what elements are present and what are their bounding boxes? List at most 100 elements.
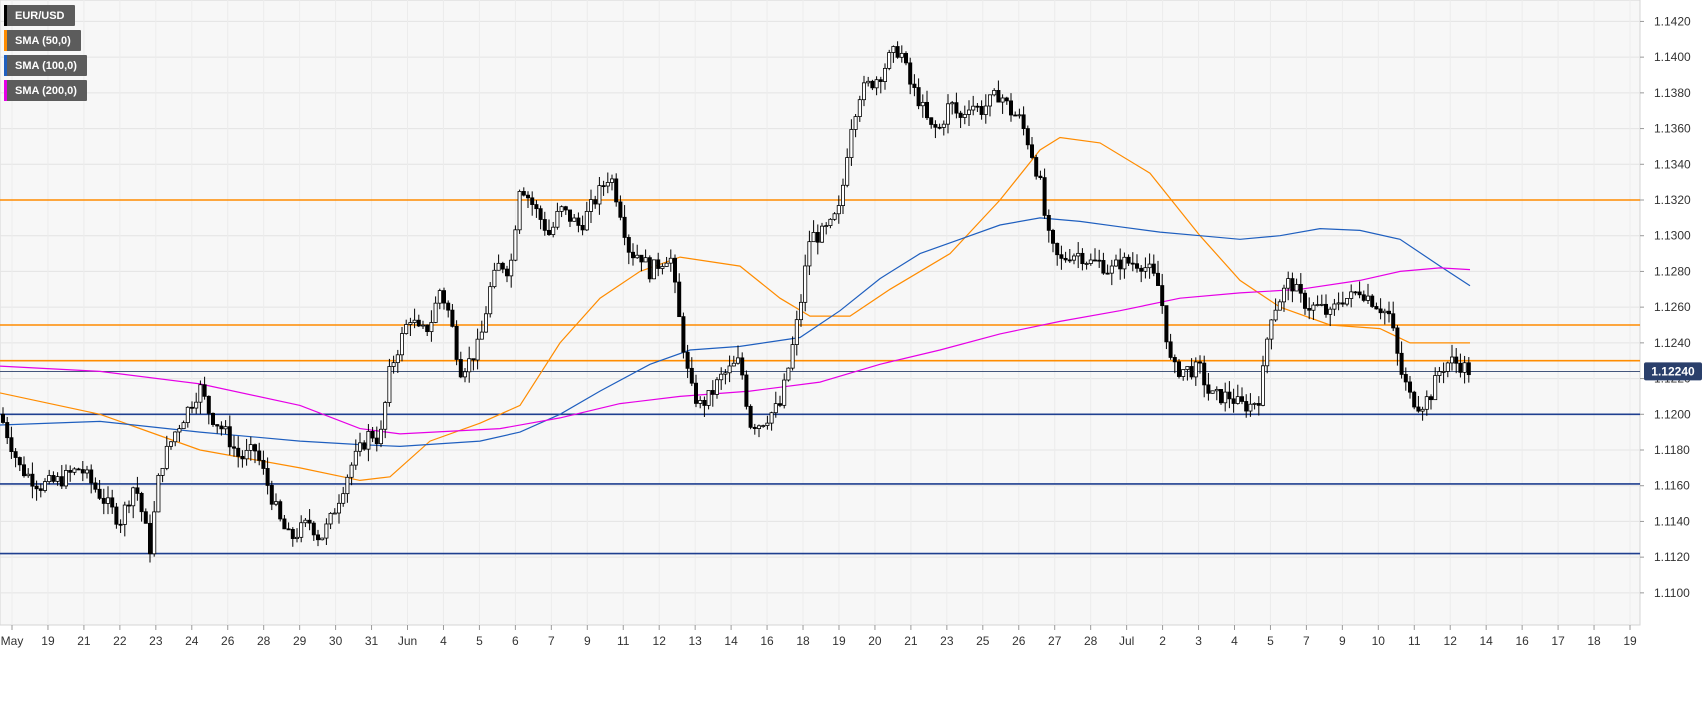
candle-body — [1147, 263, 1152, 269]
candle-body — [635, 254, 640, 259]
candle-body — [1177, 361, 1182, 377]
x-tick-label: 23 — [149, 634, 163, 648]
legend: EUR/USD SMA (50,0) SMA (100,0) SMA (200,… — [4, 5, 87, 105]
candle-body — [1458, 362, 1463, 373]
x-tick-label: 25 — [976, 634, 990, 648]
candle-body — [1387, 310, 1392, 315]
candle-body — [530, 197, 535, 205]
candle-body — [782, 379, 787, 406]
candle-body — [1088, 259, 1093, 264]
y-tick-label: 1.1420 — [1654, 14, 1691, 28]
candle-body — [820, 225, 825, 243]
candle-body — [929, 117, 934, 125]
y-tick-label: 1.1180 — [1654, 443, 1690, 457]
x-tick-label: 22 — [113, 634, 127, 648]
candle-body — [589, 199, 594, 212]
candle-body — [597, 185, 602, 205]
candle-body — [68, 470, 73, 473]
candle-body — [807, 241, 812, 267]
candle-body — [462, 371, 467, 378]
candle-body — [1059, 254, 1064, 259]
x-tick-label: 19 — [41, 634, 55, 648]
candle-body — [1240, 396, 1245, 402]
candle-body — [706, 390, 711, 406]
x-tick-label: 26 — [221, 634, 235, 648]
candle-body — [685, 351, 690, 369]
candle-body — [1097, 259, 1102, 262]
candle-body — [1143, 267, 1148, 272]
candle-body — [1076, 252, 1081, 257]
candle-body — [1164, 305, 1169, 343]
legend-item-sma-50[interactable]: SMA (50,0) — [4, 30, 81, 51]
candle-body — [1206, 384, 1211, 394]
candle-body — [294, 536, 299, 539]
candle-body — [1454, 356, 1459, 364]
candle-body — [673, 257, 678, 283]
candle-body — [488, 286, 493, 315]
candle-body — [559, 206, 564, 212]
candle-body — [257, 450, 262, 461]
candle-body — [504, 268, 509, 277]
legend-item-eurusd[interactable]: EUR/USD — [4, 5, 75, 26]
candle-body — [336, 502, 341, 514]
candle-body — [479, 331, 484, 340]
candle-body — [1214, 389, 1219, 392]
candle-body — [1105, 272, 1110, 275]
candle-body — [47, 475, 52, 483]
candle-body — [1399, 352, 1404, 375]
candle-body — [803, 265, 808, 303]
x-tick-label: 5 — [1267, 634, 1274, 648]
candle-body — [362, 442, 367, 450]
candle-body — [1370, 295, 1375, 307]
candle-body — [857, 99, 862, 117]
candle-body — [303, 519, 308, 524]
candle-body — [1004, 97, 1009, 102]
candle-body — [248, 444, 253, 451]
candle-body — [799, 301, 804, 321]
legend-item-sma-200[interactable]: SMA (200,0) — [4, 80, 87, 101]
candle-body — [59, 476, 64, 487]
candle-body — [647, 257, 652, 280]
x-tick-label: May — [1, 634, 24, 648]
candle-body — [811, 232, 816, 243]
candle-body — [1340, 302, 1345, 305]
candle-body — [1034, 157, 1039, 177]
y-tick-label: 1.1280 — [1654, 264, 1691, 278]
candle-body — [38, 488, 43, 491]
candle-body — [542, 219, 547, 231]
candle-body — [920, 101, 925, 107]
candle-body — [521, 191, 526, 196]
candle-body — [996, 90, 1001, 103]
x-tick-label: 13 — [688, 634, 702, 648]
candle-body — [315, 534, 320, 541]
candle-body — [147, 522, 152, 555]
legend-label: SMA (200,0) — [15, 84, 77, 97]
candle-body — [668, 257, 673, 264]
candle-body — [1290, 278, 1295, 292]
candle-body — [273, 501, 278, 505]
candle-body — [1021, 114, 1026, 129]
candle-body — [1101, 260, 1106, 274]
candle-body — [1303, 292, 1308, 309]
candle-body — [1051, 229, 1056, 244]
candle-body — [601, 185, 606, 188]
candle-body — [5, 422, 10, 439]
candle-body — [404, 324, 409, 334]
candle-body — [547, 229, 552, 235]
candle-body — [399, 333, 404, 356]
candle-body — [492, 269, 497, 288]
candle-body — [761, 425, 766, 427]
legend-item-sma-100[interactable]: SMA (100,0) — [4, 55, 87, 76]
candle-body — [568, 209, 573, 222]
candle-body — [223, 426, 228, 430]
candle-body — [1189, 366, 1194, 378]
candle-body — [832, 213, 837, 220]
candle-body — [265, 468, 270, 486]
candle-body — [1172, 357, 1177, 363]
candle-body — [652, 259, 657, 280]
candle-body — [971, 105, 976, 111]
candle-body — [1441, 370, 1446, 373]
x-tick-label: 4 — [1231, 634, 1238, 648]
